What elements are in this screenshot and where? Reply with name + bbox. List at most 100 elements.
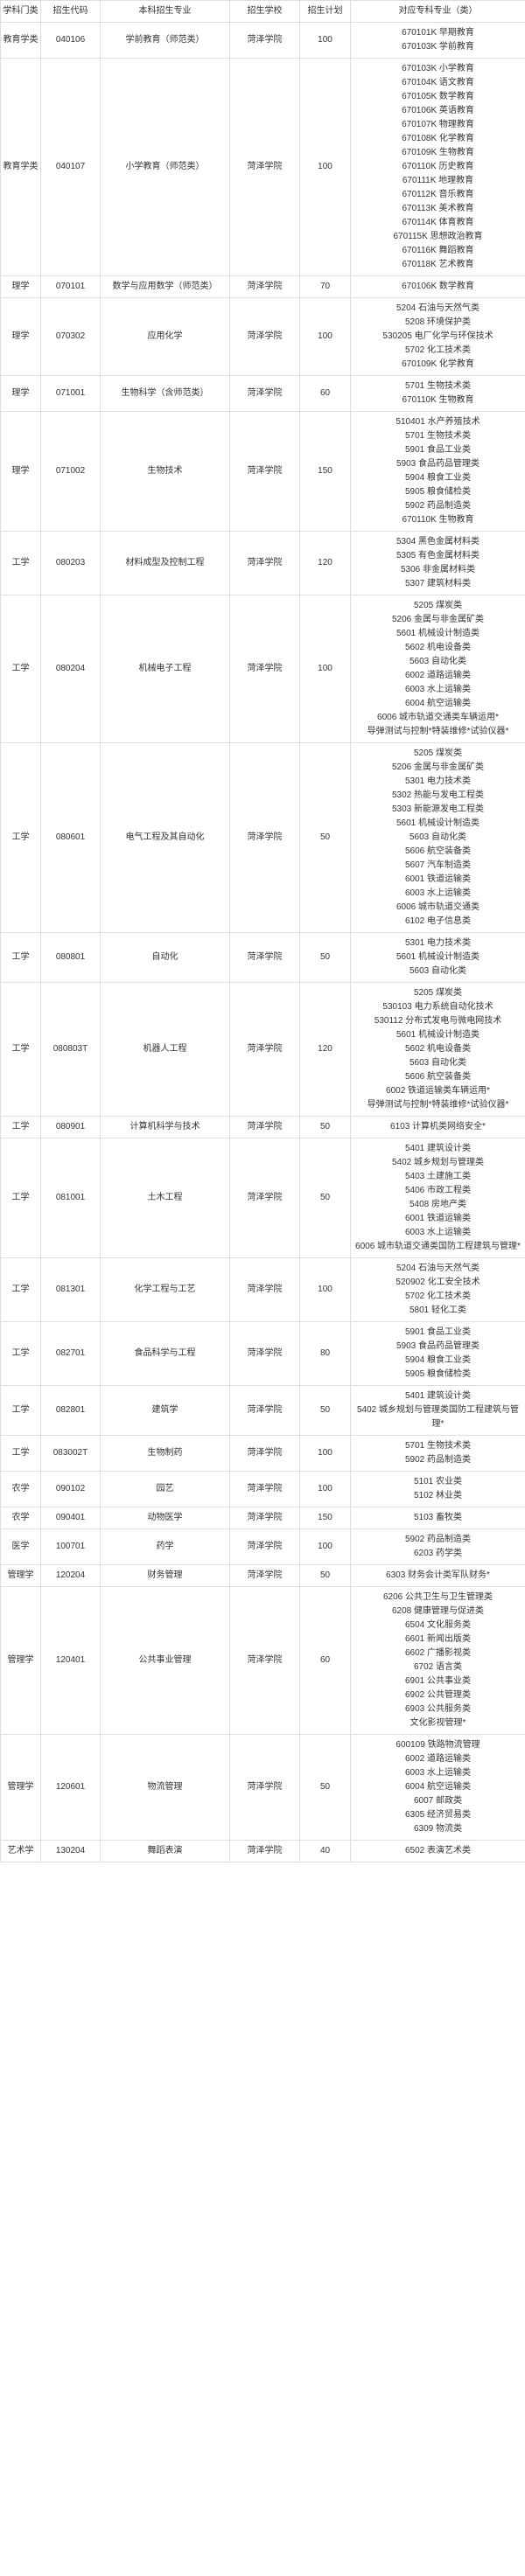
major-item: 670114K 体育教育 — [353, 216, 523, 230]
cell-plan: 60 — [300, 376, 351, 412]
cell-majors-list: 5701 生物技术类670110K 生物教育 — [351, 376, 525, 412]
table-row: 工学081301化学工程与工艺菏泽学院1005204 石油与天然气类520902… — [1, 1258, 525, 1322]
cell-plan: 70 — [300, 276, 351, 298]
cell-code: 130204 — [41, 1841, 101, 1862]
cell-major: 材料成型及控制工程 — [101, 532, 230, 595]
cell-code: 120601 — [41, 1735, 101, 1841]
cell-majors-list: 5902 药品制造类6203 药学类 — [351, 1529, 525, 1565]
cell-code: 080803T — [41, 983, 101, 1117]
cell-major: 建筑学 — [101, 1386, 230, 1436]
major-item: 5606 航空装备类 — [353, 845, 523, 859]
major-item: 6901 公共事业类 — [353, 1674, 523, 1688]
major-item: 6006 城市轨道交通类车辆运用* — [353, 711, 523, 725]
major-item: 5205 煤炭类 — [353, 747, 523, 761]
major-item: 5603 自动化类 — [353, 655, 523, 669]
major-item: 670105K 数学教育 — [353, 90, 523, 104]
major-item: 5306 非金属材料类 — [353, 563, 523, 577]
cell-code: 080203 — [41, 532, 101, 595]
cell-cat: 工学 — [1, 1258, 41, 1322]
table-row: 工学080601电气工程及其自动化菏泽学院505205 煤炭类5206 金属与非… — [1, 743, 525, 933]
cell-majors-list: 670103K 小学教育670104K 语文教育670105K 数学教育 6701… — [351, 59, 525, 276]
cell-plan: 50 — [300, 1386, 351, 1436]
cell-major: 食品科学与工程 — [101, 1322, 230, 1386]
cell-code: 081001 — [41, 1138, 101, 1258]
major-item: 670109K 生物教育 — [353, 146, 523, 160]
cell-major: 物流管理 — [101, 1735, 230, 1841]
h-school: 招生学校 — [230, 1, 300, 23]
cell-majors-list: 670101K 早期教育670103K 学前教育 — [351, 23, 525, 59]
major-item: 6003 水上运输类 — [353, 683, 523, 697]
major-item: 5603 自动化类 — [353, 1056, 523, 1070]
cell-major: 生物科学（含师范类） — [101, 376, 230, 412]
cell-school: 菏泽学院 — [230, 1258, 300, 1322]
major-item: 5603 自动化类 — [353, 964, 523, 978]
major-item: 670109K 化学教育 — [353, 358, 523, 372]
cell-school: 菏泽学院 — [230, 23, 300, 59]
major-item: 5408 房地产类 — [353, 1198, 523, 1212]
major-item: 5901 食品工业类 — [353, 443, 523, 457]
major-item: 6303 财务会计类军队财务* — [353, 1569, 523, 1583]
major-item: 670118K 艺术教育 — [353, 258, 523, 272]
cell-major: 机械电子工程 — [101, 595, 230, 743]
table-row: 工学081001土木工程菏泽学院505401 建筑设计类5402 城乡规划与管理… — [1, 1138, 525, 1258]
cell-cat: 工学 — [1, 595, 41, 743]
cell-school: 菏泽学院 — [230, 1735, 300, 1841]
cell-cat: 工学 — [1, 1386, 41, 1436]
major-item: 5402 城乡规划与管理类国防工程建筑与管理* — [353, 1403, 523, 1431]
cell-code: 080204 — [41, 595, 101, 743]
cell-school: 菏泽学院 — [230, 1472, 300, 1507]
table-row: 工学080203材料成型及控制工程菏泽学院1205304 黑色金属材料类5305… — [1, 532, 525, 595]
cell-major: 化学工程与工艺 — [101, 1258, 230, 1322]
cell-code: 070302 — [41, 298, 101, 376]
cell-code: 081301 — [41, 1258, 101, 1322]
major-item: 5401 建筑设计类 — [353, 1389, 523, 1403]
cell-majors-list: 510401 水产养殖技术5701 生物技术类5901 食品工业类5903 食品… — [351, 412, 525, 532]
major-item: 5206 金属与非金属矿类 — [353, 761, 523, 775]
major-item: 670103K 小学教育 — [353, 62, 523, 76]
major-item: 670113K 美术教育 — [353, 202, 523, 216]
table-row: 工学080204机械电子工程菏泽学院1005205 煤炭类5206 金属与非金属… — [1, 595, 525, 743]
major-item: 6502 表演艺术类 — [353, 1844, 523, 1858]
major-item: 5206 金属与非金属矿类 — [353, 613, 523, 627]
major-item: 6006 城市轨道交通类国防工程建筑与管理* — [353, 1240, 523, 1254]
cell-school: 菏泽学院 — [230, 1138, 300, 1258]
major-item: 5801 轻化工类 — [353, 1304, 523, 1318]
cell-plan: 100 — [300, 1529, 351, 1565]
cell-cat: 农学 — [1, 1507, 41, 1529]
major-item: 670110K 历史教育 — [353, 160, 523, 174]
major-item: 670112K 音乐教育 — [353, 188, 523, 202]
major-item: 600109 铁路物流管理 — [353, 1738, 523, 1752]
cell-major: 生物技术 — [101, 412, 230, 532]
cell-major: 应用化学 — [101, 298, 230, 376]
major-item: 670110K 生物教育 — [353, 393, 523, 407]
cell-school: 菏泽学院 — [230, 595, 300, 743]
major-item: 5602 机电设备类 — [353, 1042, 523, 1056]
major-item: 6504 文化服务类 — [353, 1619, 523, 1633]
cell-code: 080901 — [41, 1117, 101, 1138]
cell-plan: 100 — [300, 1436, 351, 1472]
cell-cat: 工学 — [1, 1117, 41, 1138]
cell-majors-list: 600109 铁路物流管理6002 道路运输类6003 水上运输类6004 航空… — [351, 1735, 525, 1841]
cell-plan: 50 — [300, 1117, 351, 1138]
cell-cat: 理学 — [1, 298, 41, 376]
table-row: 理学070101数学与应用数学（师范类）菏泽学院70670106K 数学教育 — [1, 276, 525, 298]
major-item: 6003 水上运输类 — [353, 887, 523, 901]
major-item: 670104K 语文教育 — [353, 76, 523, 90]
major-item: 6602 广播影视类 — [353, 1647, 523, 1660]
major-item: 5102 林业类 — [353, 1489, 523, 1503]
major-item: 5702 化工技术类 — [353, 344, 523, 358]
major-item: 520902 化工安全技术 — [353, 1276, 523, 1290]
major-item: 5307 建筑材料类 — [353, 577, 523, 591]
cell-plan: 60 — [300, 1587, 351, 1735]
major-item: 530112 分布式发电与微电网技术 — [353, 1014, 523, 1028]
cell-school: 菏泽学院 — [230, 276, 300, 298]
cell-cat: 工学 — [1, 532, 41, 595]
table-row: 艺术学130204舞蹈表演菏泽学院406502 表演艺术类 — [1, 1841, 525, 1862]
table-row: 农学090401动物医学菏泽学院1505103 畜牧类 — [1, 1507, 525, 1529]
cell-plan: 100 — [300, 23, 351, 59]
cell-majors-list: 5304 黑色金属材料类5305 有色金属材料类5306 非金属材料类5307 … — [351, 532, 525, 595]
cell-school: 菏泽学院 — [230, 1529, 300, 1565]
cell-cat: 农学 — [1, 1472, 41, 1507]
major-item: 6903 公共服务类 — [353, 1702, 523, 1716]
h-major: 本科招生专业 — [101, 1, 230, 23]
